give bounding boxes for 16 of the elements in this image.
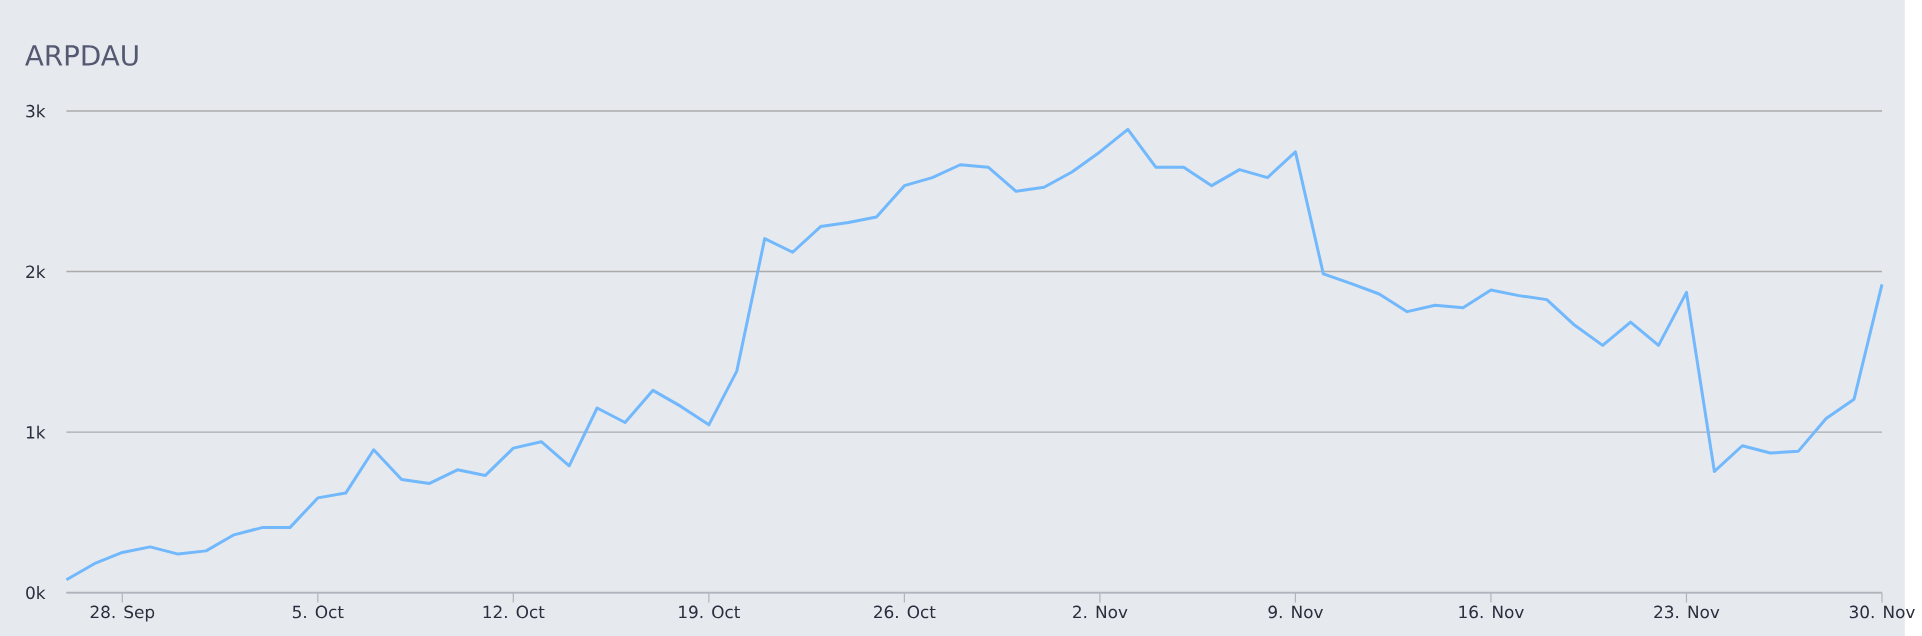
x-tick-label: 30. Nov xyxy=(1849,605,1915,619)
x-tick-label: 23. Nov xyxy=(1654,605,1720,619)
x-tick-label: 12. Oct xyxy=(483,605,545,619)
y-tick-label: 0k xyxy=(26,585,46,600)
x-tick-label: 16. Nov xyxy=(1459,605,1524,619)
x-tick-label: 19. Oct xyxy=(679,605,740,619)
x-tick-label: 9. Nov xyxy=(1268,605,1323,619)
y-tick-label: 2k xyxy=(26,265,46,278)
y-tick-label: 1k xyxy=(26,425,46,439)
x-tick-label: 2. Nov xyxy=(1073,605,1128,619)
x-tick-label: 28. Sep xyxy=(90,605,155,622)
chart-title: ARPDAU xyxy=(25,45,138,66)
x-tick-label: 5. Oct xyxy=(292,605,344,619)
line-series xyxy=(64,127,1884,582)
x-tick-label: 26. Oct xyxy=(874,605,936,619)
y-tick-label: 3k xyxy=(26,104,46,118)
